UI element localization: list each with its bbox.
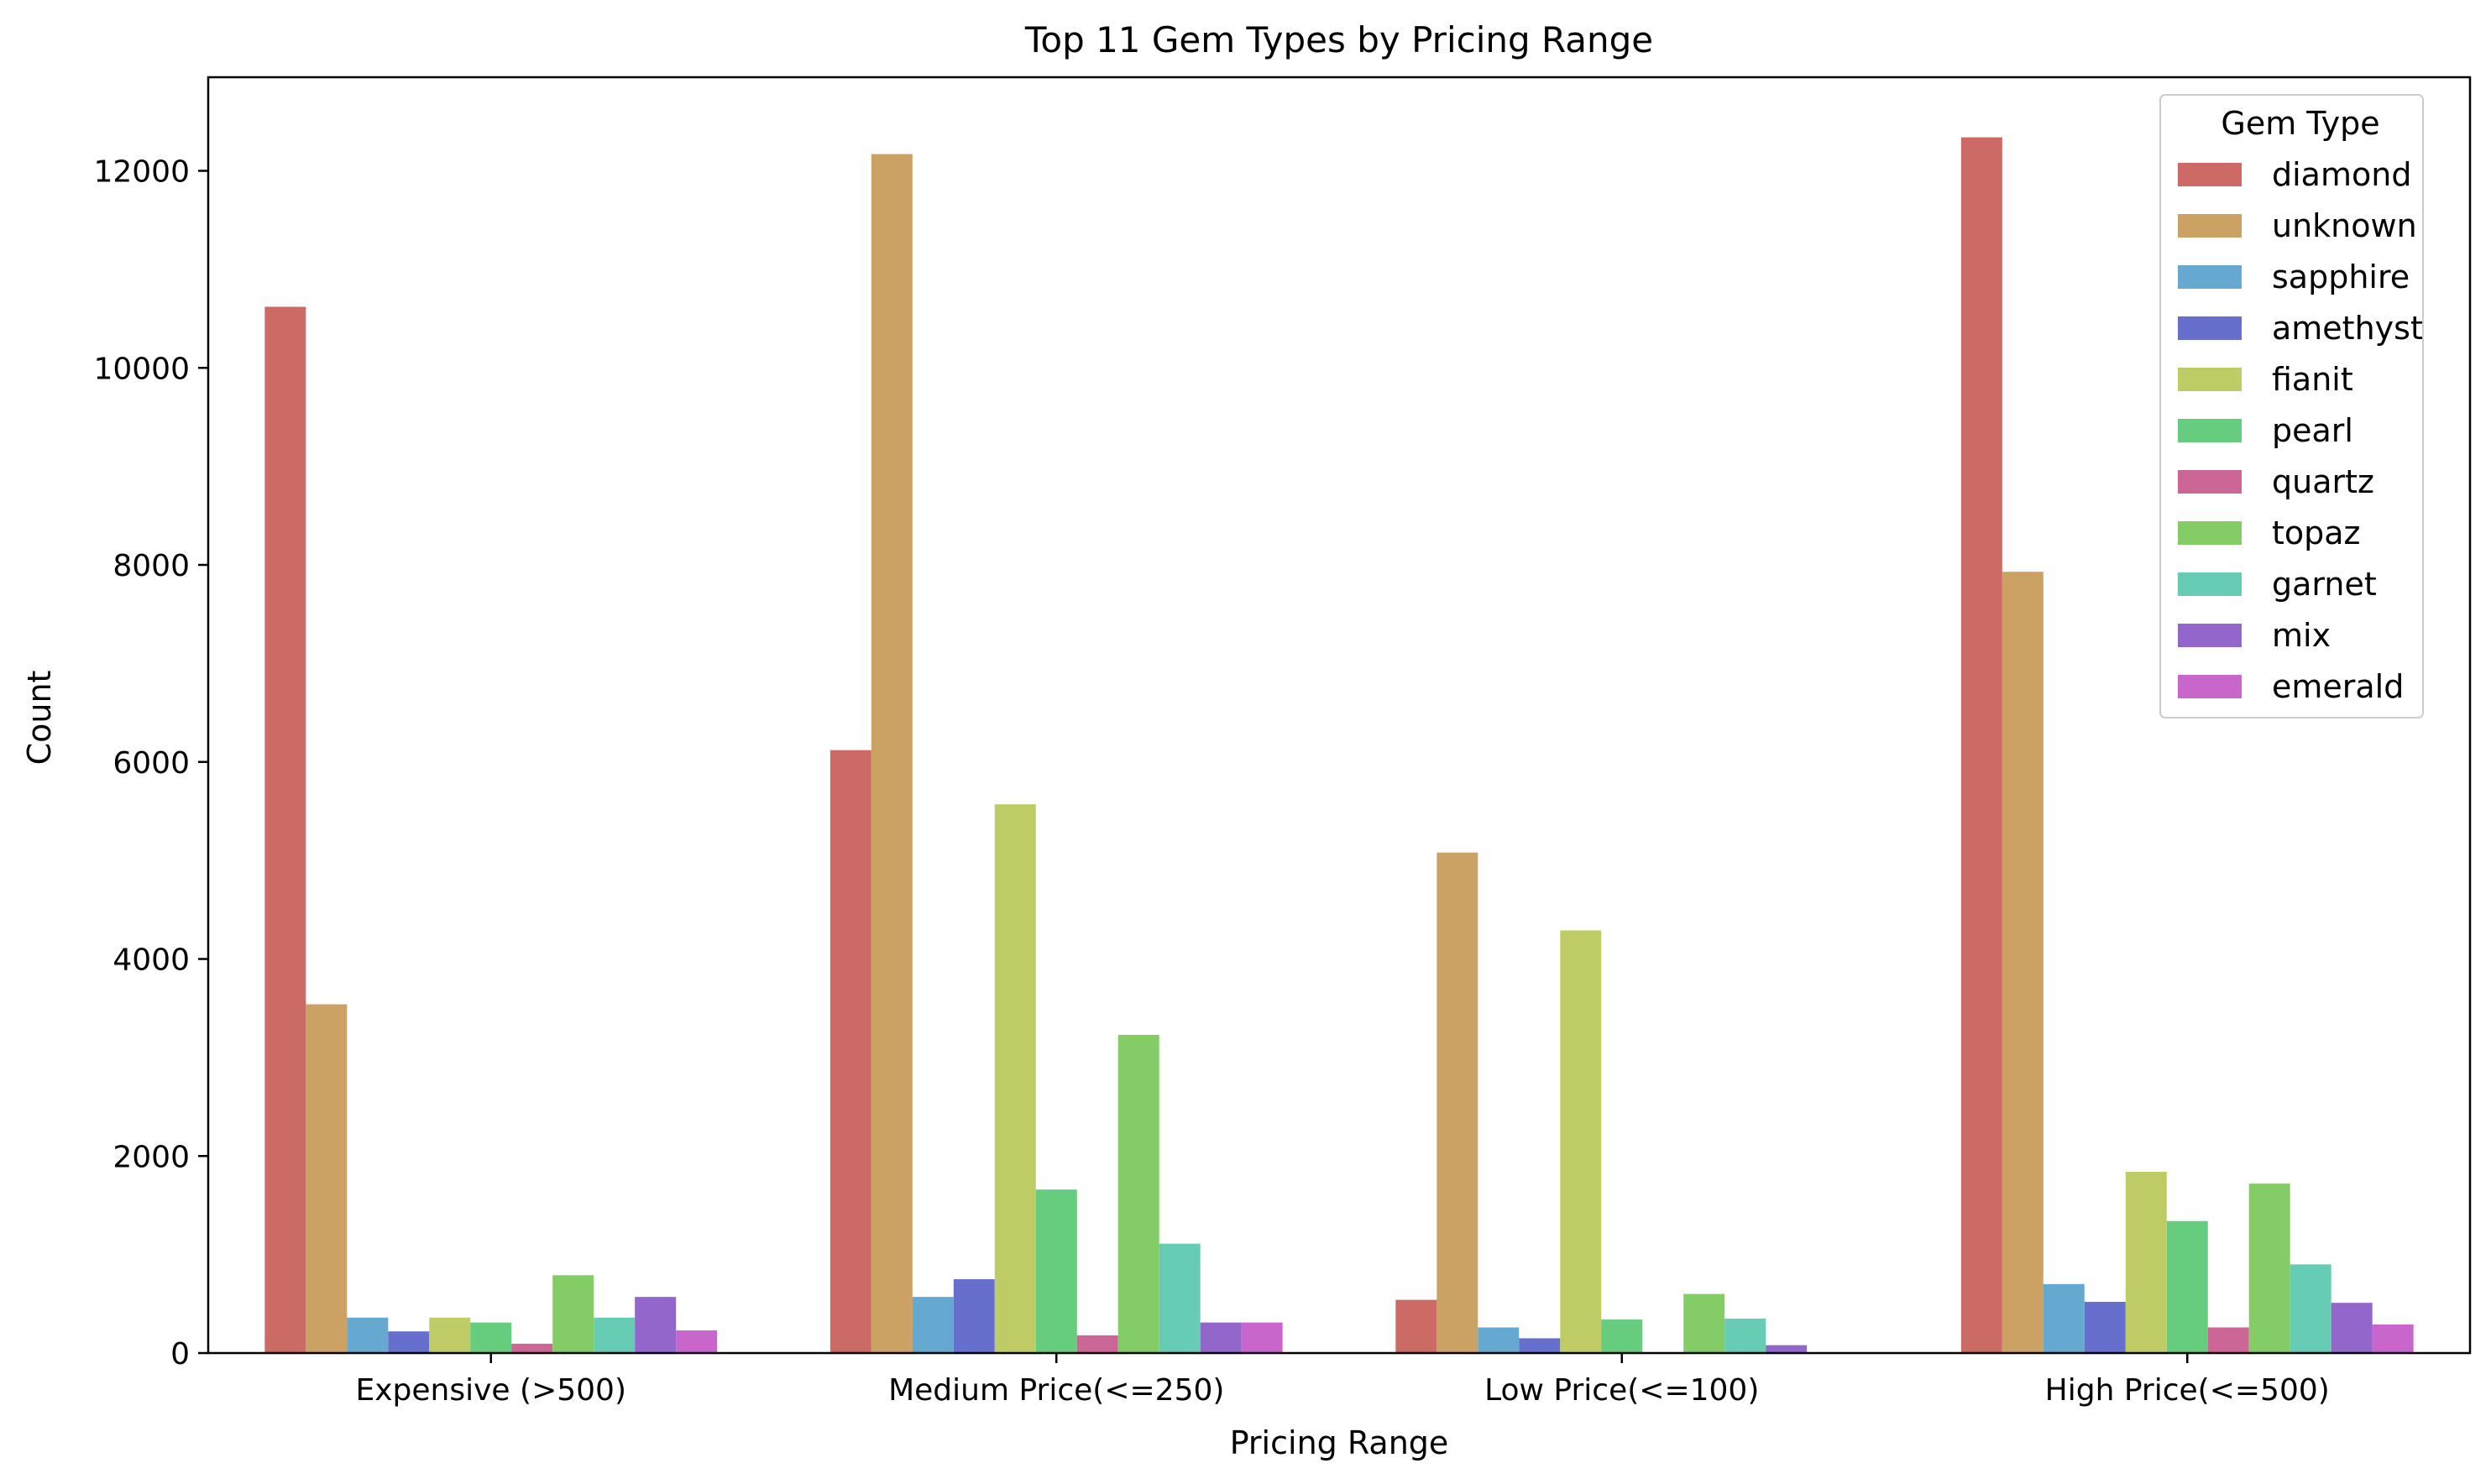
bar-diamond-2 xyxy=(1395,1299,1437,1353)
bar-emerald-1 xyxy=(1241,1322,1283,1353)
bar-garnet-2 xyxy=(1724,1318,1766,1353)
bar-diamond-0 xyxy=(264,306,306,1354)
legend-label-mix: mix xyxy=(2272,617,2331,654)
bar-quartz-3 xyxy=(2207,1327,2249,1353)
bar-pearl-0 xyxy=(470,1322,512,1353)
bar-fianit-2 xyxy=(1560,930,1602,1353)
bar-quartz-0 xyxy=(511,1343,553,1353)
y-tick-label: 12000 xyxy=(93,155,190,190)
y-axis-label: Count xyxy=(21,671,58,766)
legend-label-amethyst: amethyst xyxy=(2272,310,2423,347)
bar-mix-0 xyxy=(635,1297,677,1353)
legend-title: Gem Type xyxy=(2221,105,2379,142)
x-tick-label: Medium Price(<=250) xyxy=(888,1373,1224,1408)
legend-entries: diamond unknown sapphire amethyst fianit pear… xyxy=(2178,156,2423,705)
legend-label-pearl: pearl xyxy=(2272,412,2353,449)
legend-swatch-diamond xyxy=(2178,163,2242,186)
bar-garnet-0 xyxy=(594,1317,636,1353)
bar-sapphire-0 xyxy=(347,1317,389,1353)
legend-label-sapphire: sapphire xyxy=(2272,259,2410,295)
legend-label-quartz: quartz xyxy=(2272,463,2374,500)
x-tick-label: Low Price(<=100) xyxy=(1484,1373,1759,1408)
bar-unknown-2 xyxy=(1437,852,1478,1353)
bar-unknown-0 xyxy=(306,1004,348,1353)
y-tick-label: 0 xyxy=(170,1337,190,1372)
axes-layer: 0 2000 4000 6000 8000 10000 12000 Expensive (>5… xyxy=(93,76,2472,1408)
bar-topaz-3 xyxy=(2248,1184,2290,1353)
bar-unknown-3 xyxy=(2002,572,2044,1353)
bar-garnet-1 xyxy=(1159,1243,1201,1353)
y-tick-label: 8000 xyxy=(113,549,190,583)
legend-label-fianit: fianit xyxy=(2272,361,2353,398)
bar-pearl-1 xyxy=(1035,1189,1077,1353)
bar-amethyst-1 xyxy=(953,1278,995,1353)
legend-swatch-quartz xyxy=(2178,470,2242,494)
chart-title: Top 11 Gem Types by Pricing Range xyxy=(1024,19,1653,60)
y-tick-label: 4000 xyxy=(113,943,190,978)
bar-mix-3 xyxy=(2331,1303,2373,1353)
legend-label-garnet: garnet xyxy=(2272,566,2377,603)
legend-label-topaz: topaz xyxy=(2272,515,2361,551)
legend-label-unknown: unknown xyxy=(2272,207,2417,244)
legend-swatch-unknown xyxy=(2178,214,2242,238)
legend-swatch-topaz xyxy=(2178,521,2242,545)
bar-unknown-1 xyxy=(871,154,913,1353)
bar-sapphire-2 xyxy=(1478,1327,1520,1353)
bar-garnet-3 xyxy=(2290,1264,2331,1353)
bars-layer xyxy=(264,137,2414,1354)
bar-amethyst-2 xyxy=(1519,1338,1561,1353)
bar-pearl-3 xyxy=(2166,1220,2208,1353)
bar-diamond-3 xyxy=(1960,137,2002,1354)
bar-mix-2 xyxy=(1766,1345,1808,1353)
bar-diamond-1 xyxy=(829,750,871,1353)
legend-swatch-emerald xyxy=(2178,675,2242,698)
x-axis-label: Pricing Range xyxy=(1230,1424,1449,1461)
y-tick-label: 6000 xyxy=(113,746,190,781)
bar-sapphire-1 xyxy=(912,1297,954,1353)
bar-topaz-2 xyxy=(1683,1293,1725,1353)
bar-topaz-1 xyxy=(1117,1034,1159,1353)
bar-mix-1 xyxy=(1200,1322,1242,1353)
legend-swatch-amethyst xyxy=(2178,316,2242,340)
legend: Gem Type diamond unknown sapphire amethyst f… xyxy=(2159,94,2424,718)
bar-fianit-0 xyxy=(429,1317,471,1353)
bar-amethyst-0 xyxy=(388,1331,430,1353)
legend-label-emerald: emerald xyxy=(2272,668,2404,705)
legend-frame xyxy=(2159,94,2424,718)
bar-sapphire-3 xyxy=(2043,1283,2085,1353)
legend-swatch-pearl xyxy=(2178,419,2242,442)
y-tick-label: 2000 xyxy=(113,1140,190,1174)
x-tick-label: Expensive (>500) xyxy=(356,1373,627,1408)
bar-fianit-3 xyxy=(2125,1172,2167,1353)
legend-swatch-garnet xyxy=(2178,572,2242,596)
bar-amethyst-3 xyxy=(2084,1301,2126,1353)
bar-fianit-1 xyxy=(994,804,1036,1353)
legend-swatch-mix xyxy=(2178,624,2242,647)
plot-frame xyxy=(207,76,2472,1355)
bar-emerald-0 xyxy=(676,1330,718,1353)
bar-pearl-2 xyxy=(1601,1319,1643,1353)
y-tick-label: 10000 xyxy=(93,352,190,386)
legend-label-diamond: diamond xyxy=(2272,156,2411,193)
bar-quartz-1 xyxy=(1076,1335,1118,1353)
bar-topaz-0 xyxy=(552,1275,594,1353)
bar-emerald-3 xyxy=(2372,1324,2414,1353)
x-tick-label: High Price(<=500) xyxy=(2045,1373,2330,1408)
legend-swatch-sapphire xyxy=(2178,265,2242,289)
legend-swatch-fianit xyxy=(2178,368,2242,391)
